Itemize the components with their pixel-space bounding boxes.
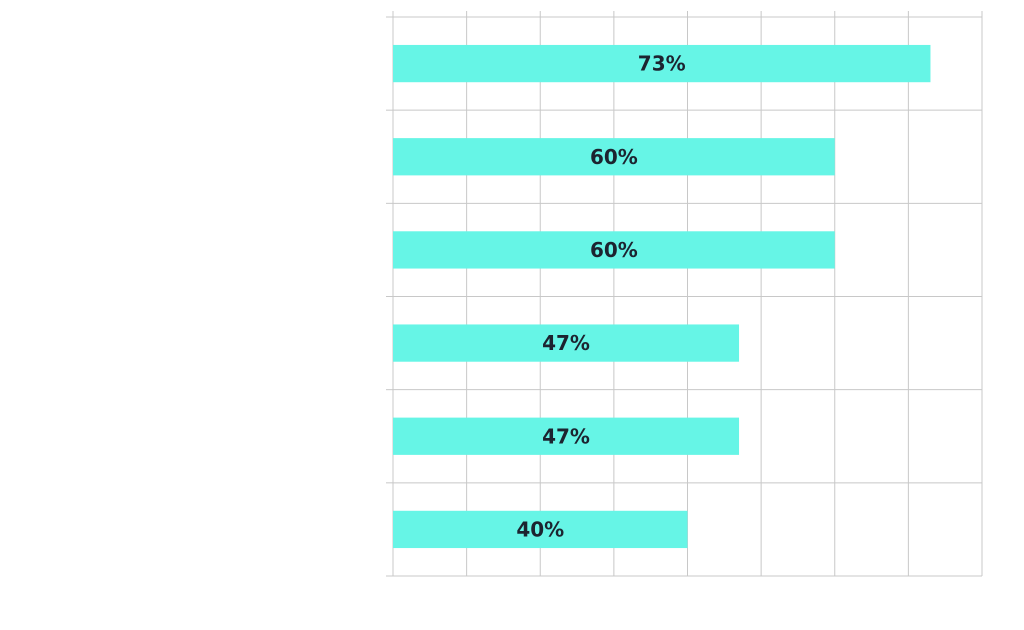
data-labels-layer: 73% 60% 60% 47% 47% 40%	[516, 52, 685, 542]
bar	[393, 138, 835, 176]
bar	[393, 231, 835, 269]
bar-data-label: 60%	[590, 238, 638, 262]
bar-data-label: 40%	[516, 517, 564, 541]
bar-data-label: 73%	[638, 52, 686, 76]
bar-data-label: 60%	[590, 145, 638, 169]
bar	[393, 510, 688, 549]
bars-layer	[393, 44, 931, 549]
bar-data-label: 47%	[542, 331, 590, 355]
grid-layer	[386, 11, 983, 577]
bar	[393, 417, 740, 455]
bar	[393, 44, 931, 83]
bar	[393, 324, 740, 362]
bar-data-label: 47%	[542, 424, 590, 448]
